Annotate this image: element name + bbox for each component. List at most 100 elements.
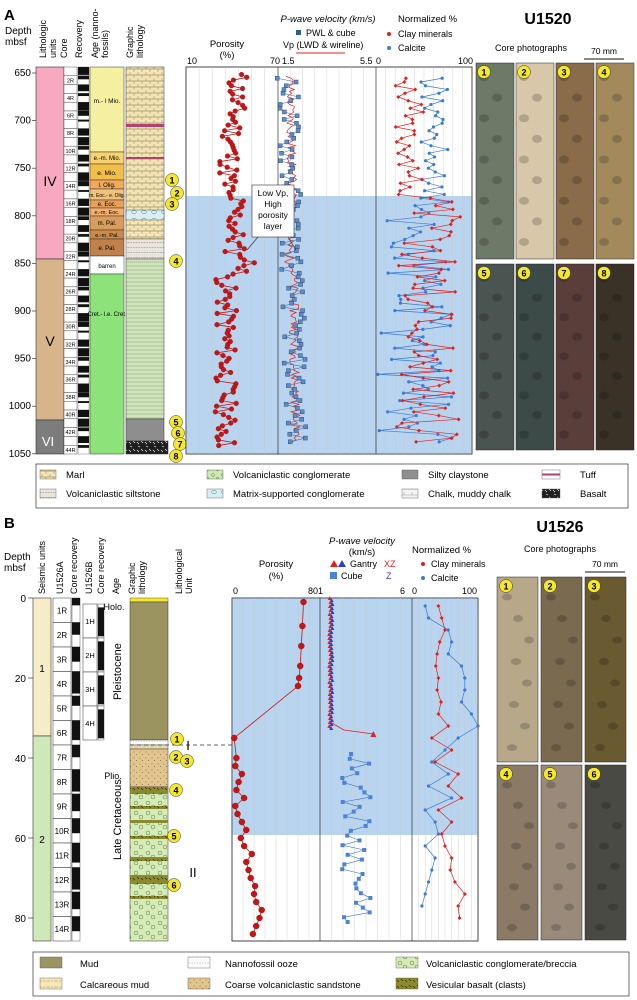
pwl-point [289, 162, 294, 167]
recovery-fill [98, 641, 104, 671]
gantry-z-point [329, 726, 334, 730]
core-photo-clast [612, 134, 622, 143]
core-label: 3H [85, 685, 95, 694]
core-photo-clast [601, 615, 611, 623]
calcite-point [424, 290, 428, 294]
photo-marker-label: 3 [561, 68, 566, 78]
core-photo-clast [612, 636, 622, 644]
photo-marker-label: 1 [481, 68, 486, 78]
gantry-xz-point [328, 616, 333, 620]
porosity-point [235, 130, 242, 137]
photo-marker-label: 3 [591, 582, 596, 592]
clay-point [412, 282, 417, 287]
recovery-fill [72, 745, 80, 758]
calcite-point [407, 226, 411, 230]
pwl-point [300, 278, 305, 283]
recovery-fill [78, 242, 89, 252]
porosity-point [253, 898, 260, 906]
gantry-z-point [329, 630, 334, 634]
clay-point [446, 379, 451, 384]
gantry-xz-point [327, 720, 332, 724]
calcite-point [435, 132, 439, 137]
sample-marker-label: 4 [173, 257, 178, 267]
clay-point [456, 772, 461, 776]
recovery-fill [78, 93, 89, 97]
core-photo-clast [502, 781, 512, 789]
porosity-point [247, 874, 254, 882]
core-photo-clast [551, 923, 561, 931]
recovery-fill [78, 357, 89, 361]
pwl-point [301, 364, 307, 370]
core-cell [63, 313, 78, 323]
calcite-point [423, 808, 427, 812]
core-cell [63, 365, 78, 376]
porosity-point [230, 77, 236, 83]
sample-marker [165, 197, 179, 211]
porosity-point [240, 232, 246, 238]
pwl-point [295, 128, 301, 133]
core-photo-clast [532, 293, 542, 302]
clay-point [410, 121, 415, 126]
clay-point [457, 916, 462, 920]
clay-point [449, 199, 454, 204]
panel-b-letter: B [4, 515, 15, 532]
header-core: Core [59, 38, 69, 58]
core-photo-clast [492, 176, 502, 185]
clay-point [403, 76, 408, 81]
gantry-xz-point [327, 636, 332, 640]
panel-b-series [230, 596, 480, 938]
pwl-point [289, 147, 295, 152]
clay-point [446, 784, 451, 788]
cube-point [360, 872, 365, 876]
porosity-point [243, 858, 250, 866]
photo-marker-label: 5 [547, 770, 552, 780]
porosity-point [222, 296, 228, 302]
core-photo-clast [612, 371, 622, 380]
gantry-z-point [330, 706, 335, 710]
core-cell [63, 260, 78, 270]
core-photo-clast [608, 722, 618, 730]
pwl-point [296, 237, 301, 242]
clay-point [436, 271, 441, 276]
pwl-point [295, 274, 301, 280]
calcite-point [424, 159, 428, 163]
porosity-point [238, 71, 245, 78]
clay-point [398, 188, 403, 193]
core-label: 14R [55, 925, 70, 934]
core-photo-clast [511, 842, 521, 850]
cube-point [345, 833, 350, 838]
porosity-point [222, 336, 228, 342]
seismic-unit-1-label: 1 [39, 664, 45, 675]
panel-a-gridlines [198, 67, 463, 454]
sample-marker [170, 732, 184, 746]
cube-point [340, 867, 345, 872]
sample-marker-label: 5 [173, 418, 178, 428]
gantry-xz-point [328, 688, 333, 692]
depth-tick-label: 0 [20, 594, 26, 605]
porosity-point [235, 265, 241, 272]
core-photo-clast [599, 391, 609, 400]
porosity-point [294, 682, 302, 690]
core-photo [475, 62, 515, 260]
pwl-point [295, 405, 300, 411]
sample-marker-label: 2 [173, 753, 178, 763]
calcite-point [446, 628, 450, 632]
legend-b-item: Coarse volcaniclastic sandstone [225, 980, 361, 991]
pwave-tick-min: 1.5 [282, 56, 295, 66]
calcite-b-legend-swatch [421, 576, 425, 580]
panel-a-depth-label-1: Depth [5, 26, 32, 37]
gantry-z-point [329, 718, 334, 722]
panel-a-age-column: m.- l Mio. e.-m. Mio. e. Mio. l. Olig. m… [87, 66, 127, 455]
core-label: 42R [65, 430, 75, 436]
gantry-xz-point [327, 644, 332, 648]
pwave-b-tick-min: 1 [318, 586, 323, 596]
recovery-fill [98, 607, 104, 637]
clay-point [447, 233, 452, 238]
core-photo-clast [519, 313, 529, 322]
photo-marker [597, 65, 611, 79]
gantry-xz-point [327, 632, 332, 636]
calcite-point [419, 207, 424, 212]
recovery-fill [72, 647, 80, 662]
core-photo-clast [599, 842, 609, 850]
